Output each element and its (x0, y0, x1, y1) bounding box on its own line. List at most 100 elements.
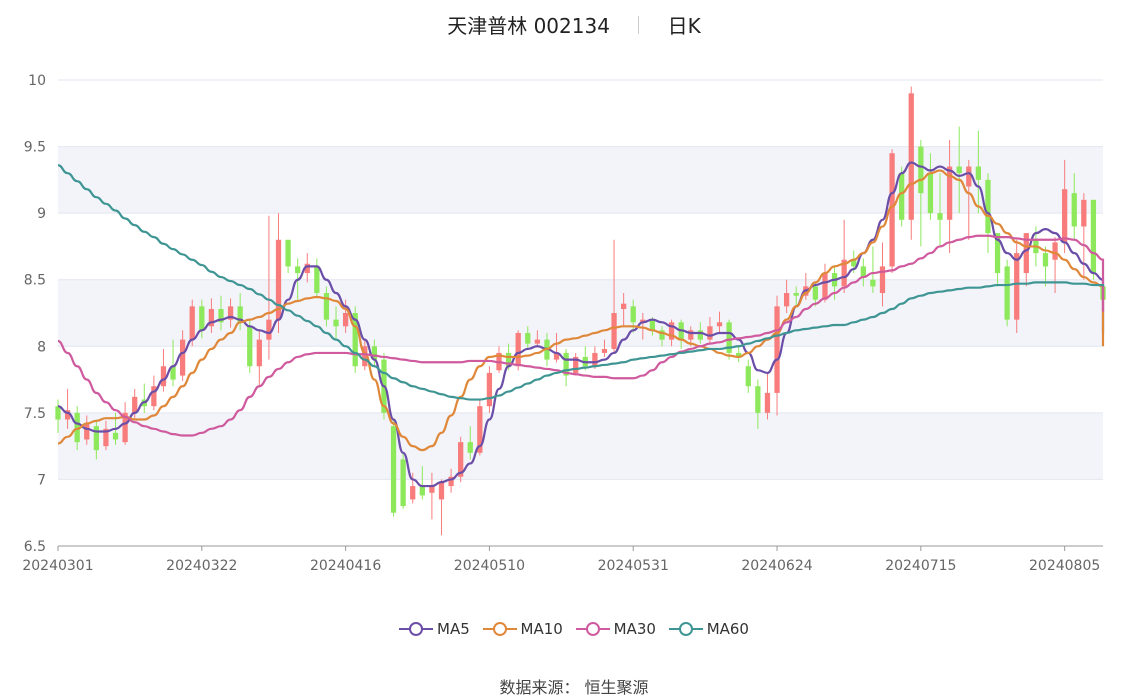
y-tick-label: 10 (28, 73, 46, 89)
candle-body (170, 366, 176, 380)
candle-body (640, 319, 646, 323)
ma-line-ma30 (57, 234, 1105, 437)
x-tick-label: 20240624 (741, 558, 812, 574)
grid-bands (58, 146, 1103, 480)
y-tick-label: 6.5 (24, 539, 46, 555)
grid-band (58, 146, 1103, 214)
candle-body (899, 173, 905, 220)
data-source: 数据来源： 恒生聚源 (0, 674, 1148, 698)
candle-body (515, 332, 521, 367)
candle-body (889, 153, 895, 267)
candle-body (783, 293, 790, 307)
candle-body (994, 233, 1001, 274)
ma10-legend-icon (482, 622, 517, 636)
title-separator (638, 15, 640, 34)
candle-body (179, 339, 186, 376)
x-tick-label: 20240416 (310, 558, 381, 574)
candle-body (227, 306, 234, 320)
candle-body (122, 412, 128, 443)
candle-body (266, 319, 272, 340)
candle-body (1052, 242, 1058, 260)
candle-body (362, 346, 368, 367)
moving-average-lines (57, 161, 1105, 488)
candle-body (323, 293, 330, 320)
legend-item-ma10[interactable]: MA10 (482, 620, 563, 638)
candle-body (870, 279, 876, 287)
candle-body (1004, 266, 1010, 320)
candle-body (611, 313, 617, 349)
candle-body (1090, 199, 1097, 274)
kline-plot[interactable]: 6.5 7 7.5 8 8.5 9 9.5 10 20240301 20240322 202404… (0, 0, 1148, 600)
candle-body (1023, 233, 1029, 274)
candle-body (352, 313, 358, 367)
chart-legend: MA5 MA10 MA30 MA60 (0, 620, 1148, 641)
candle-body (946, 166, 953, 220)
candle-body (668, 322, 675, 340)
y-tick-label: 7 (37, 472, 46, 488)
legend-label: MA30 (613, 620, 656, 638)
candle-body (218, 309, 224, 323)
legend-item-ma30[interactable]: MA30 (575, 620, 656, 638)
y-tick-label: 9 (37, 206, 46, 222)
candle-body (55, 406, 61, 420)
candle-body (151, 386, 157, 407)
candle-body (726, 322, 732, 353)
candle-body (822, 273, 828, 300)
candle-body (112, 432, 119, 440)
candle-body (975, 166, 982, 180)
chart-title: 天津普林 002134 日K (0, 10, 1148, 39)
candle-body (525, 332, 531, 344)
candle-body (74, 412, 80, 443)
candle-body (851, 259, 857, 267)
candle-body (553, 352, 560, 360)
candle-body (736, 352, 742, 357)
candle-body (304, 263, 310, 274)
candle-body (275, 239, 282, 320)
candle-body (927, 173, 934, 214)
candle-body (448, 476, 454, 487)
x-tick-label: 20240510 (454, 558, 525, 574)
ma5-legend-icon (399, 622, 433, 636)
candle-body (812, 286, 819, 300)
candle-body (918, 146, 924, 194)
legend-item-ma60[interactable]: MA60 (668, 620, 749, 638)
candle-body (1062, 189, 1068, 243)
candle-body (1071, 193, 1077, 227)
candle-body (438, 482, 445, 500)
candle-body (592, 352, 598, 367)
legend-label: MA10 (520, 620, 563, 638)
candle-body (697, 330, 703, 340)
candlesticks (55, 86, 1106, 536)
x-tick-label: 20240322 (166, 558, 237, 574)
candle-body (755, 386, 761, 413)
candle-body (774, 306, 780, 393)
candle-body (841, 259, 847, 287)
candle-body (477, 406, 483, 453)
candle-body (688, 330, 694, 340)
ma-line-ma10 (57, 169, 1105, 452)
candle-body (621, 303, 627, 310)
candle-body (793, 293, 799, 296)
ma-line-ma60 (57, 164, 1105, 401)
candle-body (908, 93, 914, 220)
candle-body (371, 346, 378, 360)
candle-body (563, 352, 569, 376)
candle-body (199, 306, 205, 331)
candle-body (860, 266, 866, 278)
x-tick-label: 20240531 (598, 558, 669, 574)
candle-body (649, 319, 656, 331)
candle-body (410, 486, 416, 500)
candle-body (659, 330, 665, 340)
candle-body (1014, 253, 1020, 320)
candle-body (707, 326, 713, 340)
candle-body (189, 306, 195, 340)
candle-body (505, 352, 512, 367)
x-tick-label: 20240715 (885, 558, 956, 574)
candle-body (93, 426, 99, 451)
candle-body (1042, 253, 1049, 267)
legend-label: MA60 (706, 620, 749, 638)
legend-item-ma5[interactable]: MA5 (399, 620, 470, 638)
legend-label: MA5 (437, 620, 470, 638)
candle-body (247, 326, 253, 367)
